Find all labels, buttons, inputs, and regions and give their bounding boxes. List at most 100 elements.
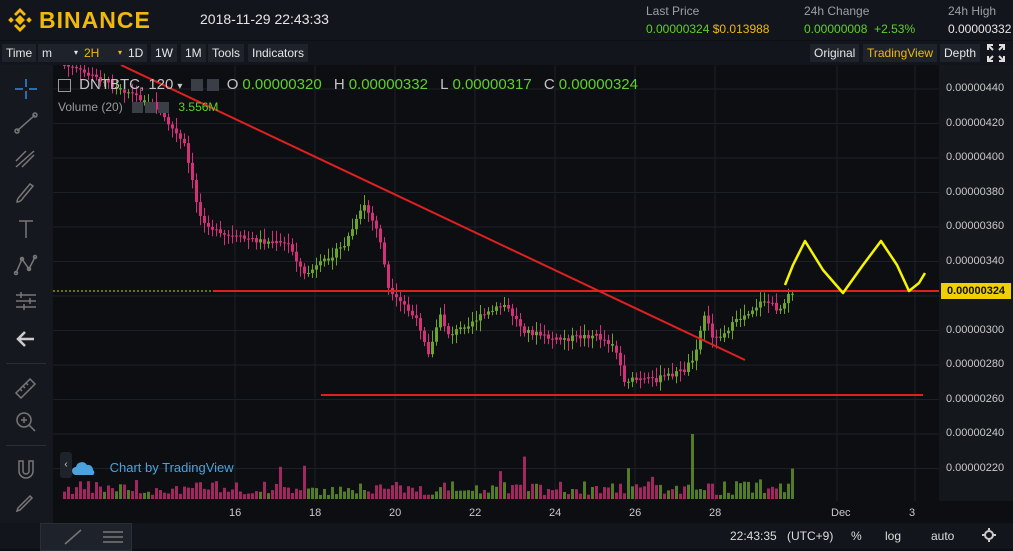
volume-bar [311, 487, 314, 499]
candle [483, 314, 486, 316]
chart-legend: DNTBTC, 120 ▾ O 0.00000320 H 0.00000332 L 0.… [58, 76, 642, 93]
price-axis-tick: 0.00000400 [946, 151, 1005, 163]
close-value: 0.00000324 [558, 76, 638, 93]
volume-bar [535, 483, 538, 499]
interval-1m-button[interactable]: 1M [181, 44, 206, 62]
volume-bar [191, 488, 194, 499]
fullscreen-icon[interactable] [986, 43, 1006, 63]
magnet-icon[interactable] [12, 457, 40, 481]
volume-bar [387, 488, 390, 499]
candle [455, 329, 458, 335]
chevron-down-icon[interactable]: ▾ [177, 81, 183, 92]
candle [763, 301, 766, 303]
candle [479, 314, 482, 321]
candle [339, 247, 342, 249]
volume-bar [507, 493, 510, 499]
prediction-tool-icon[interactable] [101, 528, 125, 546]
candle [635, 377, 638, 380]
interval-1w-button[interactable]: 1W [151, 44, 177, 62]
candle [67, 64, 70, 67]
volume-value: 3.556M [178, 100, 219, 114]
binance-logo[interactable]: BINANCE [7, 5, 151, 35]
tradingview-button[interactable]: TradingView [863, 44, 938, 62]
depth-button[interactable]: Depth [940, 44, 981, 62]
volume-bar [527, 491, 530, 499]
percent-toggle[interactable]: % [851, 529, 862, 543]
pattern-tool-icon[interactable] [12, 253, 40, 277]
tradingview-watermark[interactable]: Chart by TradingView [72, 460, 234, 476]
auto-toggle[interactable]: auto [931, 529, 955, 543]
time-button[interactable]: Time [2, 44, 37, 62]
candle [611, 344, 614, 346]
volume-bar [71, 493, 74, 499]
settings-icon[interactable] [145, 102, 157, 114]
volume-bar [95, 482, 98, 499]
trend-line-icon[interactable] [12, 111, 40, 135]
volume-bar [563, 491, 566, 499]
candle [79, 68, 82, 70]
settings-icon[interactable] [190, 79, 203, 92]
volume-bar [631, 486, 634, 499]
settings-icon[interactable] [206, 79, 219, 92]
volume-bar [651, 476, 654, 499]
eye-icon[interactable] [132, 102, 144, 114]
interval-select[interactable]: 2H ▾ [80, 44, 126, 62]
log-toggle[interactable]: log [885, 529, 902, 543]
volume-bar [739, 483, 742, 499]
pencil-lock-icon[interactable] [12, 491, 40, 515]
crosshair-icon[interactable] [12, 77, 40, 101]
zoom-icon[interactable] [12, 410, 40, 434]
close-icon[interactable] [158, 102, 170, 114]
volume-bar [667, 490, 670, 499]
candle [447, 326, 450, 335]
candle [531, 329, 534, 336]
candle [739, 318, 742, 320]
volume-bar [87, 481, 90, 499]
fib-tool-icon[interactable] [12, 147, 40, 171]
brush-icon[interactable] [12, 182, 40, 206]
volume-bar [315, 488, 318, 499]
gear-icon[interactable] [982, 528, 996, 542]
candle [379, 228, 382, 243]
minute-select[interactable]: m ▾ [38, 44, 82, 62]
high-label: 24h High [948, 4, 997, 18]
downtrend-line[interactable] [120, 64, 746, 361]
candle [563, 338, 566, 340]
trend-line-icon[interactable] [63, 528, 83, 546]
volume-bar [683, 486, 686, 499]
bottom-bar: 22:43:35 (UTC+9) % log auto [0, 523, 1013, 551]
candle [119, 88, 122, 90]
interval-1d-button[interactable]: 1D [124, 44, 148, 62]
volume-bar [503, 482, 506, 499]
volume-bar [399, 485, 402, 499]
ruler-icon[interactable] [12, 375, 40, 399]
price-chart[interactable] [53, 57, 939, 501]
volume-bar [395, 481, 398, 499]
candle [63, 64, 66, 66]
price-axis-tick: 0.00000260 [946, 392, 1005, 405]
collapse-panel-icon[interactable]: ‹ [60, 452, 72, 478]
volume-bar [63, 491, 66, 499]
volume-bar [443, 482, 446, 499]
timezone[interactable]: (UTC+9) [787, 529, 834, 543]
time-axis[interactable]: 16 18 20 22 24 26 28 Dec 3 [53, 501, 939, 523]
volume-bar [723, 481, 726, 499]
candle [235, 235, 238, 237]
volume-bar [187, 487, 190, 499]
candle [759, 301, 762, 308]
tools-button[interactable]: Tools [208, 44, 245, 62]
minute-label: m [42, 46, 52, 60]
projection-drawing[interactable] [783, 239, 927, 295]
chevron-down-icon: ▾ [117, 48, 122, 57]
prediction-tool-icon[interactable] [12, 289, 40, 313]
indicators-button[interactable]: Indicators [248, 44, 309, 62]
arrow-left-icon[interactable] [12, 327, 40, 351]
volume-bar [339, 486, 342, 499]
text-tool-icon[interactable] [12, 217, 40, 241]
original-view-button[interactable]: Original [810, 44, 860, 62]
candle [443, 314, 446, 327]
candle [667, 373, 670, 376]
collapse-legend-icon[interactable] [58, 78, 71, 92]
candle [603, 339, 606, 341]
watermark-text: Chart by TradingView [109, 460, 234, 475]
